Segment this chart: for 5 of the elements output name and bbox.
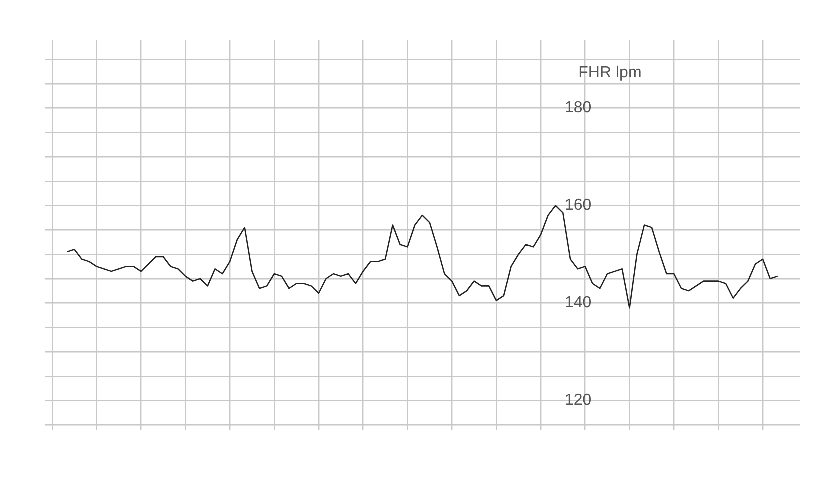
y-axis-title: FHR lpm [578, 64, 642, 82]
y-tick-label: 140 [564, 294, 592, 312]
y-tick-label: 180 [564, 100, 592, 117]
y-tick-label: 160 [564, 197, 592, 214]
y-tick-label: 120 [564, 392, 592, 410]
